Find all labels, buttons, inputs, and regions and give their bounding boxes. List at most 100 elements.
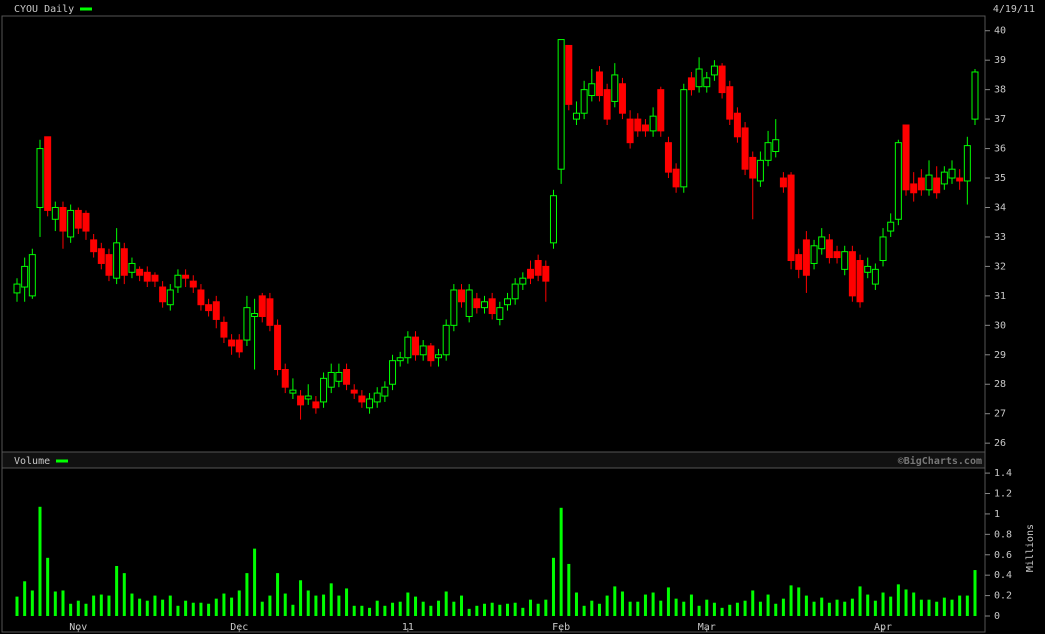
volume-bar — [912, 592, 916, 616]
candle-body — [481, 301, 489, 309]
volume-bar — [467, 608, 471, 616]
candle-body — [312, 401, 320, 409]
volume-bar — [544, 599, 548, 616]
volume-bar — [306, 590, 310, 616]
x-tick-label: Nov — [69, 622, 87, 633]
volume-bar — [237, 590, 241, 616]
volume-bar — [743, 600, 747, 616]
volume-bar — [636, 601, 640, 616]
volume-bar — [659, 600, 663, 616]
volume-bar — [582, 605, 586, 616]
candle-body — [197, 289, 205, 306]
chart-title: CYOU Daily — [14, 4, 74, 15]
candle-body — [963, 145, 971, 182]
volume-bar — [176, 605, 180, 616]
candle-body — [864, 265, 872, 273]
volume-bar — [628, 601, 632, 616]
volume-bar — [551, 557, 555, 616]
candle-body — [833, 251, 841, 259]
candle-body — [205, 304, 213, 312]
candle-body — [335, 371, 343, 382]
candle-body — [695, 68, 703, 88]
y-tick-label: 31 — [994, 291, 1006, 302]
volume-bar — [873, 600, 877, 616]
volume-bar — [973, 570, 977, 616]
candle-body — [105, 254, 113, 276]
volume-bar — [253, 548, 257, 616]
y-tick-label: 30 — [994, 320, 1006, 331]
y-tick-label: 0.6 — [994, 550, 1012, 561]
volume-bar — [398, 601, 402, 616]
candle-body — [856, 260, 864, 303]
candle-body — [588, 83, 596, 97]
candle-body — [810, 245, 818, 264]
candle-body — [396, 357, 404, 362]
candle-body — [366, 398, 374, 409]
y-tick-label: 38 — [994, 85, 1006, 96]
candle-body — [427, 345, 435, 362]
y-tick-label: 0.4 — [994, 570, 1012, 581]
candle-body — [289, 389, 297, 394]
candle-body — [458, 289, 466, 303]
volume-bar — [145, 600, 149, 616]
candle-body — [580, 89, 588, 114]
volume-bar — [153, 595, 157, 616]
volume-bar — [536, 603, 540, 616]
candle-body — [626, 118, 634, 144]
x-tick-label: Apr — [874, 622, 892, 633]
volume-bar — [452, 601, 456, 616]
candle-body — [634, 118, 642, 132]
candle-body — [841, 251, 849, 270]
candle-body — [894, 142, 902, 220]
volume-bar — [574, 592, 578, 616]
candle-body — [687, 77, 695, 91]
volume-bar — [927, 599, 931, 616]
candle-body — [825, 239, 833, 259]
candle-body — [565, 44, 573, 105]
candle-body — [281, 369, 289, 388]
volume-bar — [191, 602, 195, 616]
candle-body — [549, 195, 557, 244]
volume-bar — [368, 607, 372, 616]
candle-body — [511, 283, 519, 300]
volume-bar — [199, 602, 203, 616]
candle-body — [649, 115, 657, 132]
candle-body — [718, 65, 726, 94]
candle-body — [189, 280, 197, 288]
volume-bar — [383, 605, 387, 616]
volume-bar — [881, 592, 885, 616]
candle-body — [519, 277, 527, 285]
volume-bar — [107, 595, 111, 616]
volume-bar — [850, 598, 854, 616]
candle-body — [749, 156, 757, 179]
volume-bar — [835, 599, 839, 616]
volume-bar — [38, 506, 42, 616]
candle-body — [389, 360, 397, 385]
x-tick-label: Dec — [230, 622, 248, 633]
candle-body — [971, 71, 979, 120]
candle-body — [220, 321, 228, 338]
candle-body — [67, 209, 75, 238]
candle-body — [228, 339, 236, 347]
candle-body — [772, 139, 780, 153]
volume-bar — [222, 593, 226, 616]
candle-body — [151, 274, 159, 282]
candle-body — [818, 236, 826, 250]
volume-bar — [804, 595, 808, 616]
candle-body — [120, 248, 128, 276]
y-tick-label: 34 — [994, 202, 1006, 213]
candle-body — [795, 254, 803, 270]
candle-body — [174, 274, 182, 288]
volume-bar — [329, 583, 333, 616]
candle-body — [802, 239, 810, 276]
volume-bar — [858, 586, 862, 616]
volume-bar — [122, 573, 126, 616]
y-tick-label: 37 — [994, 114, 1006, 125]
candle-body — [572, 112, 580, 120]
volume-bar — [789, 585, 793, 616]
candle-body — [435, 354, 443, 359]
volume-bar — [61, 590, 65, 616]
candle-body — [97, 248, 105, 264]
volume-bar — [820, 597, 824, 616]
volume-bar — [689, 594, 693, 616]
